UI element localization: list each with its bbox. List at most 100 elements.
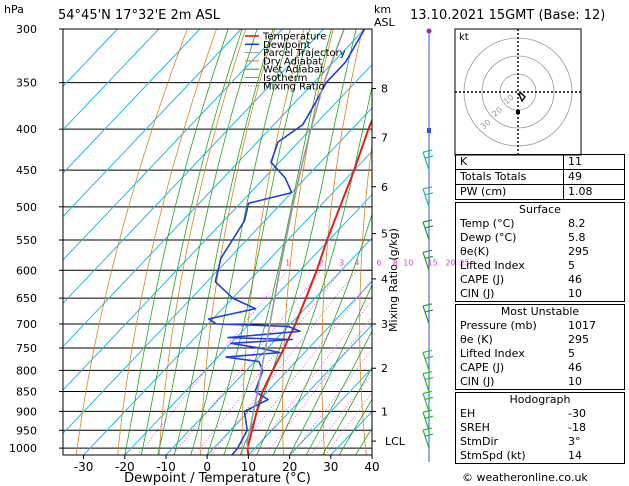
height-unit: km — [374, 3, 392, 16]
wind-barb — [422, 412, 430, 431]
legend-label: Temperature — [262, 32, 326, 43]
mixing-ratio-label: 15 — [428, 258, 438, 267]
wind-barb-flag — [424, 155, 434, 159]
wet-adiabat — [157, 29, 258, 455]
surface-row: CAPE (J) 46 — [460, 273, 582, 286]
mixing-ratio-label: 4 — [354, 258, 359, 267]
wind-barb-flag — [424, 255, 434, 259]
legend-label: Dewpoint — [263, 40, 311, 51]
mixing-ratio-line — [172, 270, 322, 455]
skewt-series — [207, 29, 372, 455]
mixing-ratio-axis-label: Mixing Ratio (g/kg) — [387, 228, 400, 332]
location-title: 54°45'N 17°32'E 2m ASL — [58, 8, 220, 23]
wind-barb-flag — [422, 409, 433, 413]
height-tick-label: 6 — [381, 181, 388, 194]
wind-barb-flag — [424, 433, 434, 437]
height-tick-label: 4 — [381, 273, 388, 286]
isotherm — [63, 63, 372, 391]
pressure-axis: 300 350 400 450 500 550 600 650 700 750 800 850 900 9… — [9, 23, 63, 455]
pressure-tick-label: 500 — [16, 201, 37, 214]
height-tick-label: 7 — [381, 132, 388, 145]
stability-indices-table: K 11 Totals Totals 49 PW (cm) 1.08 — [455, 154, 625, 200]
isotherm — [63, 29, 366, 348]
index-value: 49 — [563, 169, 625, 185]
index-value: 1.08 — [563, 184, 625, 200]
pressure-tick-label: 450 — [16, 164, 37, 177]
surface-row: Temp (°C) 8.2 — [460, 217, 586, 230]
datetime-title: 13.10.2021 15GMT (Base: 12) — [410, 8, 606, 23]
hodograph-trace — [517, 92, 526, 103]
hodograph-row: EH -30 — [460, 407, 586, 420]
wind-barb-flag — [424, 192, 434, 196]
hodograph-ring — [481, 55, 555, 129]
legend-label: Dry Adiabat — [263, 56, 322, 67]
hodograph-frame — [454, 28, 582, 156]
dry-adiabat — [117, 29, 217, 455]
height-reference: ASL — [374, 16, 395, 29]
wind-barb-flag — [422, 186, 433, 190]
most-unstable-row: Lifted Index 5 — [460, 347, 575, 360]
index-label: K — [455, 154, 564, 170]
surface-row: CIN (J) 10 — [460, 287, 582, 300]
hodograph-section: Hodograph EH -30 SREH -18 StmDir 3° StmSpd … — [455, 392, 625, 464]
wind-barb — [422, 393, 430, 412]
wet-adiabat — [256, 84, 372, 455]
temperature-line — [246, 117, 372, 455]
dry-adiabat — [158, 29, 247, 455]
pressure-tick-label: 800 — [16, 364, 37, 377]
isotherm — [63, 29, 201, 174]
wind-barb — [422, 429, 430, 449]
height-tick-label: LCL — [385, 435, 406, 448]
pressure-tick-label: 850 — [16, 386, 37, 399]
wet-adiabat — [173, 29, 274, 455]
pressure-tick-label: 400 — [16, 123, 37, 136]
hodograph-title: Hodograph — [509, 393, 571, 406]
wind-barb-flag — [422, 390, 433, 395]
mixing-ratio-label: 6 — [377, 258, 382, 267]
wind-barb-flag — [422, 303, 433, 307]
mixing-ratio-line — [310, 372, 372, 455]
dry-adiabat — [321, 29, 363, 455]
hodograph-row: StmDir 3° — [460, 435, 581, 448]
pressure-tick-label: 950 — [16, 424, 37, 437]
wind-barb — [422, 221, 430, 241]
index-value: 11 — [563, 154, 625, 170]
mixing-ratio-line — [194, 270, 343, 455]
surface-row: Dewp (°C) 5.8 — [460, 231, 586, 244]
temperature-tick-label: -10 — [156, 460, 176, 474]
isotherm — [63, 107, 372, 435]
wind-barb — [422, 305, 430, 325]
wind-barb-flag — [422, 427, 433, 431]
height-axis: 1 2 3 4 5 6 7 8 LCL Mixing Ratio (g/kg) — [372, 83, 406, 448]
wet-adiabat — [305, 330, 372, 455]
surface-title: Surface — [519, 203, 561, 216]
dry-adiabat — [241, 29, 305, 455]
isotherm — [289, 367, 372, 455]
pressure-tick-label: 550 — [16, 234, 37, 247]
dry-adiabat — [432, 29, 450, 455]
wet-adiabat — [190, 29, 291, 455]
temperature-tick-label: 40 — [364, 460, 379, 474]
temperature-tick-label: 10 — [241, 460, 256, 474]
pressure-tick-label: 650 — [16, 292, 37, 305]
legend-label: Mixing Ratio — [263, 81, 325, 92]
temperature-tick-label: -30 — [74, 460, 94, 474]
temperature-tick-label: 30 — [323, 460, 338, 474]
height-tick-label: 3 — [381, 318, 388, 331]
wind-barb — [422, 352, 430, 371]
mixing-ratio-labels: 1 2 3 4 6 8 10 15 20 25 — [285, 258, 469, 267]
wind-barb-flag — [424, 415, 434, 419]
dry-adiabat — [282, 29, 334, 455]
pressure-tick-label: 600 — [16, 264, 37, 277]
pressure-tick-label: 700 — [16, 318, 37, 331]
hodograph-unit-label: kt — [459, 32, 469, 43]
top-marker — [426, 28, 432, 34]
hodograph-row: SREH -18 — [460, 421, 586, 434]
isotherm — [63, 29, 283, 261]
temperature-tick-label: -20 — [115, 460, 135, 474]
wet-adiabat — [140, 29, 243, 455]
dry-adiabat — [625, 29, 629, 455]
mixing-ratio-label: 2 — [319, 258, 324, 267]
